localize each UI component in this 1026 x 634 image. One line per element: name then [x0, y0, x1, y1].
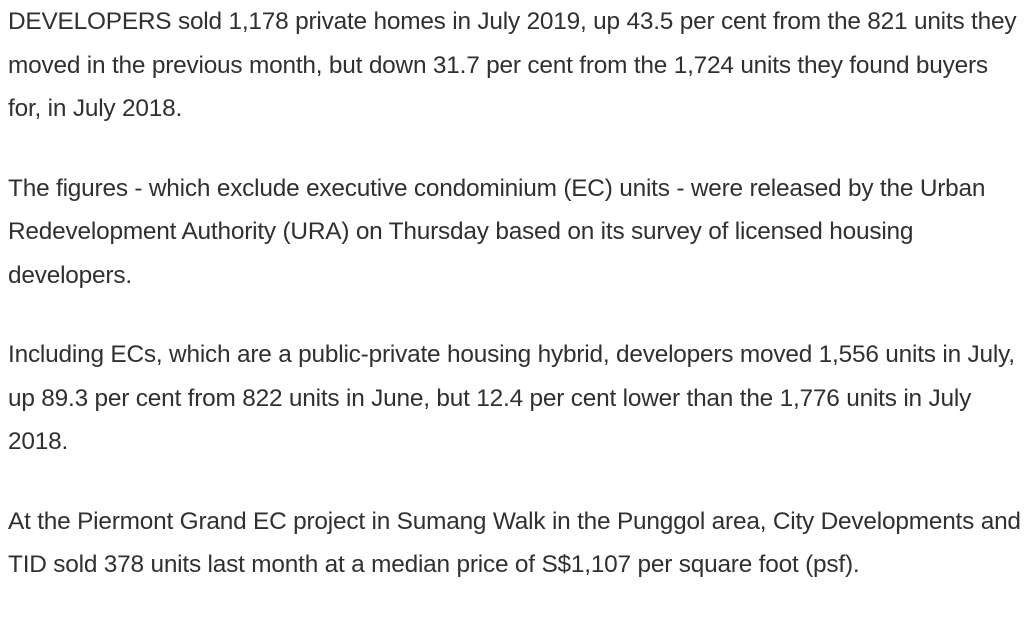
article-paragraph: The figures - which exclude executive co…	[8, 174, 986, 289]
article-paragraph: DEVELOPERS sold 1,178 private homes in J…	[8, 8, 1017, 122]
article-paragraph: At the Piermont Grand EC project in Suma…	[8, 507, 1021, 579]
article-paragraph: Including ECs, which are a public-privat…	[8, 341, 1015, 455]
article-body: DEVELOPERS sold 1,178 private homes in J…	[8, 0, 1024, 587]
